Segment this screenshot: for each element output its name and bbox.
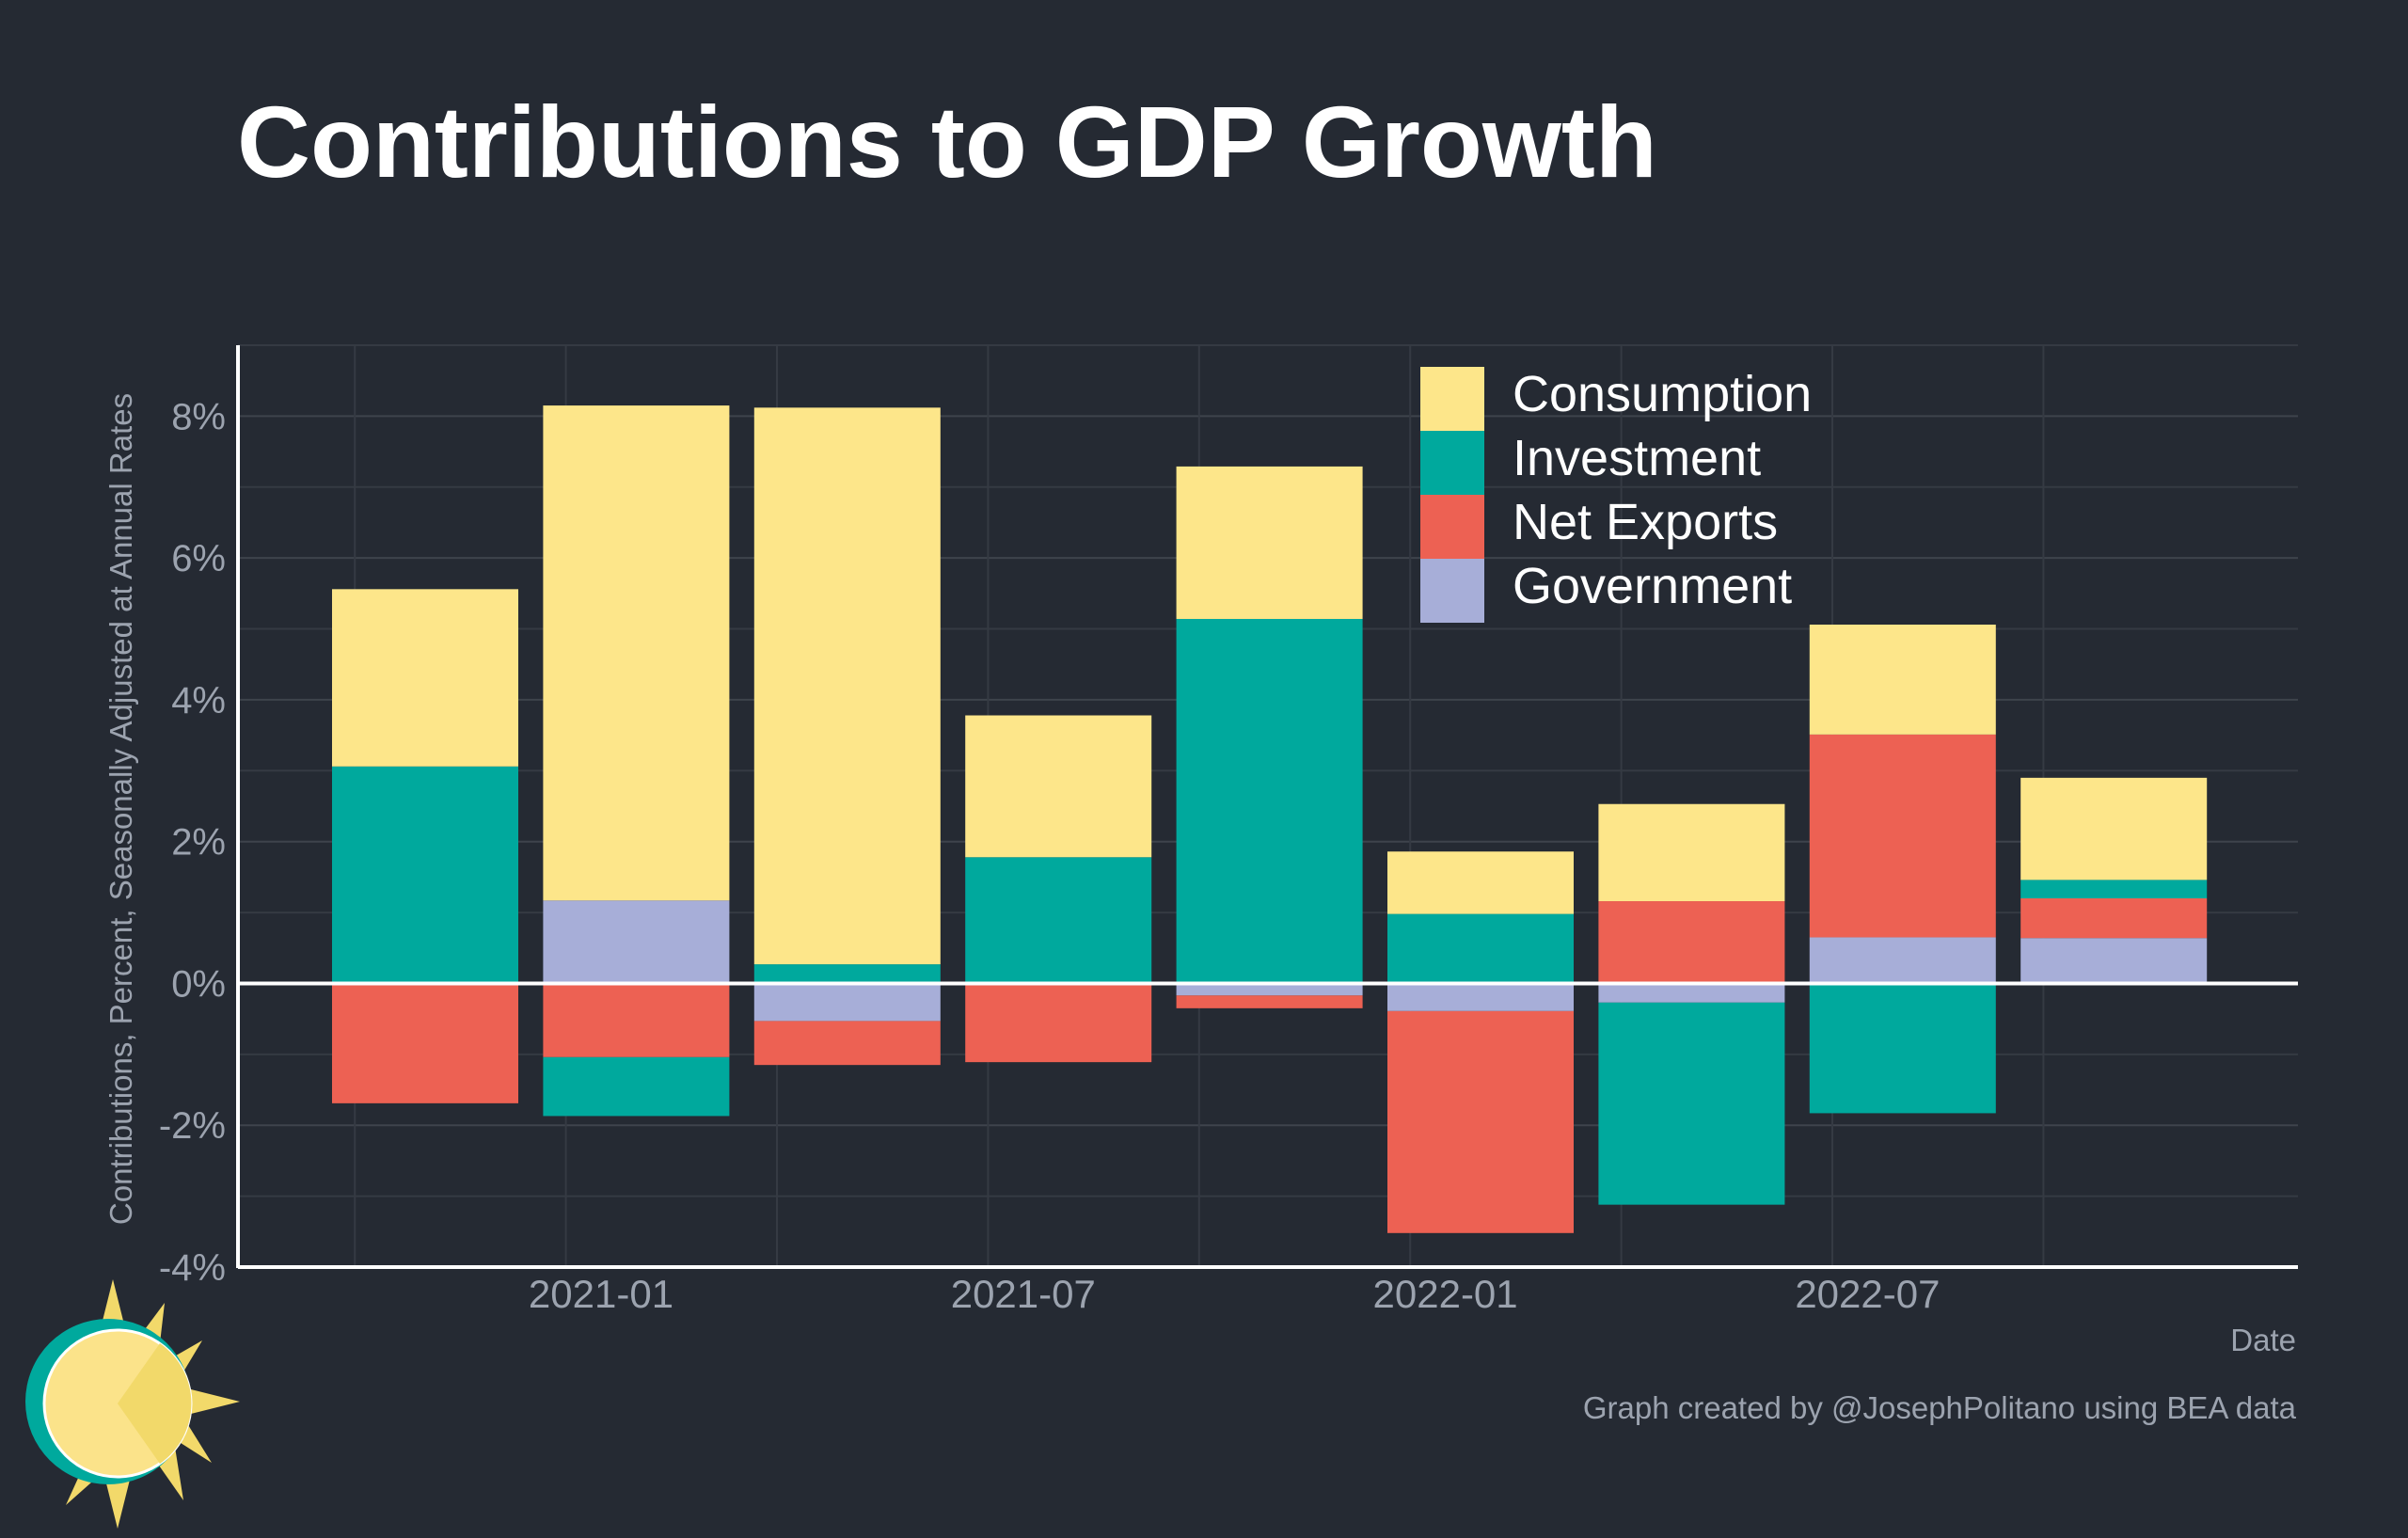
bar-government-2022-01 bbox=[1387, 983, 1574, 1011]
bars bbox=[332, 405, 2208, 1233]
y-tick-label: 2% bbox=[171, 822, 226, 864]
legend-label-investment: Investment bbox=[1513, 430, 1761, 486]
bar-government-2022-07 bbox=[1809, 937, 1996, 984]
legend-swatch-government bbox=[1420, 559, 1484, 623]
x-tick-label: 2022-07 bbox=[1795, 1272, 1940, 1316]
bar-investment-2021-04 bbox=[753, 964, 941, 984]
bar-investment-2022-07 bbox=[1809, 983, 1996, 1114]
y-tick-label: -2% bbox=[159, 1105, 226, 1147]
bar-investment-2022-10 bbox=[2020, 880, 2208, 898]
legend-label-consumption: Consumption bbox=[1513, 366, 1812, 422]
legend-label-government: Government bbox=[1513, 558, 1792, 614]
y-tick-label: 4% bbox=[171, 680, 226, 721]
bar-consumption-2022-10 bbox=[2020, 777, 2208, 880]
bar-government-2021-10 bbox=[1176, 983, 1363, 996]
legend: Consumption Investment Net Exports Governme… bbox=[1420, 366, 1812, 623]
bar-consumption-2020-10 bbox=[332, 589, 518, 767]
bar-net-exports-2022-07 bbox=[1809, 734, 1996, 938]
caption: Graph created by @JosephPolitano using B… bbox=[1583, 1390, 2297, 1425]
x-tick-label: 2021-01 bbox=[529, 1272, 673, 1316]
bar-consumption-2022-01 bbox=[1387, 851, 1574, 914]
x-tick-label: 2021-07 bbox=[951, 1272, 1096, 1316]
bar-consumption-2021-04 bbox=[753, 407, 941, 965]
y-tick-label: 6% bbox=[171, 538, 226, 579]
sun-logo-icon bbox=[25, 1279, 240, 1529]
x-axis-label: Date bbox=[2230, 1323, 2296, 1357]
bar-net-exports-2021-01 bbox=[543, 983, 730, 1057]
bar-consumption-2021-10 bbox=[1176, 466, 1363, 619]
bar-net-exports-2021-10 bbox=[1176, 995, 1363, 1008]
bar-investment-2021-01 bbox=[543, 1056, 730, 1117]
bar-government-2021-04 bbox=[753, 983, 941, 1022]
y-tick-label: 8% bbox=[171, 396, 226, 437]
y-tick-label: 0% bbox=[171, 963, 226, 1005]
bar-net-exports-2020-10 bbox=[332, 983, 518, 1103]
legend-swatch-net-exports bbox=[1420, 495, 1484, 559]
bar-net-exports-2022-01 bbox=[1387, 1010, 1574, 1233]
bar-investment-2020-10 bbox=[332, 766, 518, 984]
y-axis-label: Contributions, Percent, Seasonally Adjus… bbox=[103, 393, 138, 1225]
bar-investment-2021-10 bbox=[1176, 618, 1363, 984]
legend-swatch-consumption bbox=[1420, 367, 1484, 431]
x-tick-label: 2022-01 bbox=[1373, 1272, 1518, 1316]
bar-government-2022-04 bbox=[1598, 983, 1785, 1003]
bar-consumption-2022-04 bbox=[1598, 803, 1785, 902]
bar-consumption-2021-07 bbox=[965, 715, 1152, 858]
bar-investment-2022-01 bbox=[1387, 913, 1574, 984]
bar-net-exports-2022-10 bbox=[2020, 898, 2208, 939]
bar-net-exports-2022-04 bbox=[1598, 901, 1785, 984]
bar-consumption-2021-01 bbox=[543, 405, 730, 901]
bar-investment-2021-07 bbox=[965, 857, 1152, 984]
bar-government-2022-10 bbox=[2020, 938, 2208, 984]
y-tick-label: -4% bbox=[159, 1247, 226, 1289]
bar-net-exports-2021-07 bbox=[965, 983, 1152, 1063]
bar-government-2021-01 bbox=[543, 900, 730, 984]
chart-title: Contributions to GDP Growth bbox=[237, 85, 1657, 198]
legend-label-net-exports: Net Exports bbox=[1513, 494, 1778, 550]
axes bbox=[236, 345, 2298, 1269]
bar-net-exports-2021-04 bbox=[753, 1021, 941, 1066]
x-tick-labels: 2021-01 2021-07 2022-01 2022-07 bbox=[529, 1272, 1941, 1316]
bar-consumption-2022-07 bbox=[1809, 625, 1996, 735]
y-tick-labels: -4% -2% 0% 2% 4% 6% 8% bbox=[159, 396, 226, 1289]
legend-swatch-investment bbox=[1420, 431, 1484, 495]
bar-investment-2022-04 bbox=[1598, 1002, 1785, 1205]
